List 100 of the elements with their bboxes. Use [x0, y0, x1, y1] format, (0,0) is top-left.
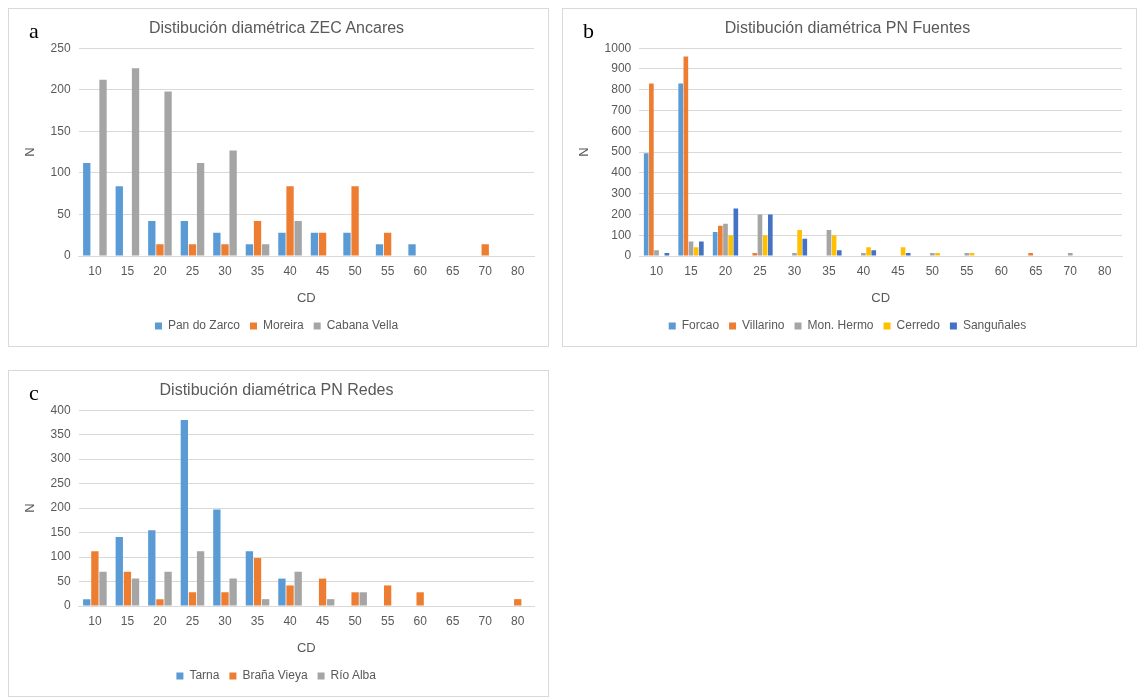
text: b	[583, 17, 594, 43]
bar	[416, 592, 424, 606]
y-tick-label: 250	[50, 40, 71, 55]
legend-label: Forcao	[681, 318, 720, 333]
legend-label: Tarna	[189, 668, 220, 683]
y-axis-title: N	[22, 147, 38, 157]
bar	[156, 599, 164, 606]
x-tick-label: 20	[718, 263, 733, 278]
y-tick-label: 100	[611, 227, 632, 242]
x-tick-label: 25	[185, 263, 200, 278]
bar	[343, 232, 351, 256]
bar	[836, 250, 842, 256]
bar	[767, 214, 773, 256]
bar	[278, 232, 286, 256]
x-tick-label: 60	[413, 613, 428, 628]
y-tick-label: 300	[50, 451, 71, 466]
bar	[408, 244, 416, 256]
x-tick-label: 65	[1029, 263, 1043, 278]
x-tick-label: 80	[511, 613, 525, 628]
x-tick-label: 40	[283, 263, 298, 278]
bar	[180, 419, 188, 606]
legend-label: Mon. Hermo	[807, 318, 874, 333]
bar	[964, 252, 970, 256]
y-axis-title: N	[576, 147, 592, 157]
x-tick-label: 45	[891, 263, 905, 278]
x-tick-label: 80	[1098, 263, 1112, 278]
bar	[752, 252, 758, 256]
bar	[792, 252, 797, 256]
x-tick-label: 70	[478, 263, 493, 278]
y-axis-title: N	[22, 503, 38, 513]
bar	[221, 244, 229, 256]
text: a	[29, 17, 39, 43]
x-tick-label: 15	[120, 613, 135, 628]
y-tick-label: 300	[611, 185, 632, 200]
y-tick-label: 50	[57, 573, 71, 588]
bar	[213, 509, 221, 606]
bar	[294, 221, 302, 256]
x-tick-label: 60	[994, 263, 1009, 278]
bar	[115, 536, 123, 606]
bar	[131, 578, 140, 606]
x-tick-label: 30	[218, 613, 232, 628]
bar	[83, 162, 91, 256]
bar	[935, 252, 940, 256]
chart-title: Distibución diamétrica PN Redes	[159, 381, 394, 399]
y-tick-label: 500	[611, 144, 632, 159]
x-tick-label: 70	[1063, 263, 1078, 278]
bar	[717, 225, 723, 256]
bar	[318, 578, 327, 606]
bar	[261, 244, 270, 256]
y-tick-label: 250	[50, 475, 71, 490]
x-tick-label: 40	[856, 263, 871, 278]
bar	[802, 238, 808, 256]
x-tick-label: 50	[925, 263, 940, 278]
bar	[221, 592, 229, 606]
bar	[871, 250, 877, 256]
x-axis-title: CD	[871, 289, 891, 305]
bar	[905, 252, 911, 256]
x-tick-label: 30	[787, 263, 802, 278]
bar	[699, 241, 704, 256]
bar	[261, 599, 270, 606]
x-axis-title: CD	[296, 289, 316, 305]
x-tick-label: 55	[380, 613, 395, 628]
bar	[866, 247, 871, 256]
bar	[383, 585, 392, 606]
y-tick-label: 400	[611, 165, 632, 180]
bar	[375, 244, 384, 256]
y-tick-label: 100	[50, 549, 71, 564]
bar	[481, 244, 489, 256]
x-tick-label: 70	[478, 613, 493, 628]
x-tick-label: 25	[753, 263, 767, 278]
x-tick-label: 35	[250, 263, 265, 278]
bar	[1067, 252, 1073, 256]
x-tick-label: 10	[649, 263, 664, 278]
bar	[229, 578, 237, 606]
bar	[294, 571, 302, 606]
legend-label: Cerredo	[896, 318, 941, 333]
bar	[196, 551, 205, 606]
bar	[99, 571, 107, 606]
bar	[91, 551, 99, 606]
bar	[797, 230, 802, 256]
bar	[383, 232, 392, 256]
bar	[253, 221, 262, 256]
y-tick-label: 0	[63, 598, 71, 613]
bar	[148, 221, 156, 256]
bar	[723, 223, 728, 256]
bar	[514, 599, 522, 606]
bar	[245, 244, 254, 256]
y-tick-label: 0	[63, 248, 71, 263]
bar	[213, 232, 221, 256]
x-tick-label: 55	[380, 263, 395, 278]
bar	[649, 83, 654, 256]
y-tick-label: 100	[50, 165, 71, 180]
y-tick-label: 400	[50, 402, 71, 417]
bar	[180, 221, 188, 256]
x-tick-label: 45	[315, 263, 330, 278]
x-tick-label: 30	[218, 263, 232, 278]
y-tick-label: 150	[50, 524, 71, 539]
bar	[131, 68, 140, 256]
bar	[688, 241, 694, 256]
bar	[310, 232, 319, 256]
